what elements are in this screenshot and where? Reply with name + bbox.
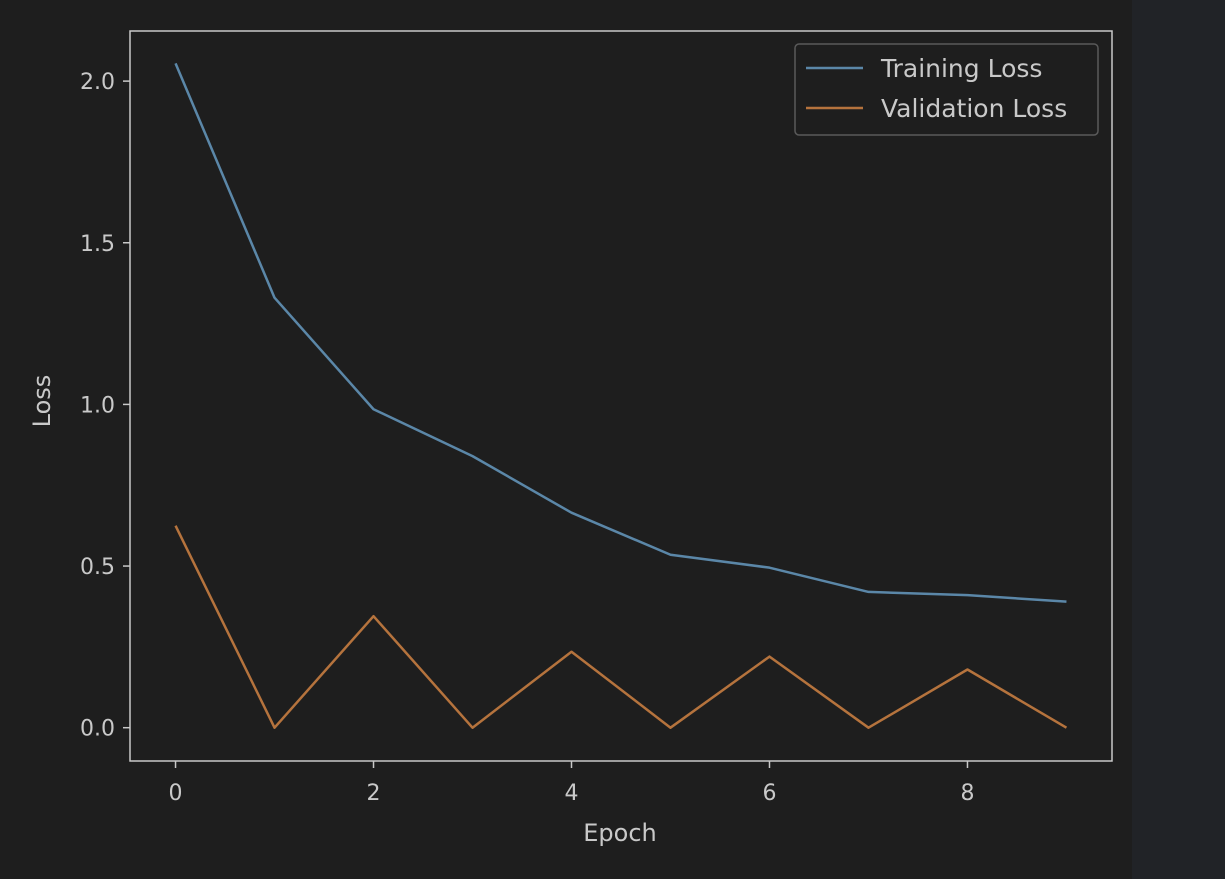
x-axis-ticks: 0 2 4 6 8 <box>169 761 974 806</box>
y-tick-label: 1.0 <box>80 393 115 418</box>
figure: 0 2 4 6 8 0.0 0.5 1.0 1.5 2.0 Epoch Loss Trainin… <box>28 30 1113 847</box>
x-tick-label: 6 <box>762 781 776 806</box>
x-tick-label: 4 <box>565 781 579 806</box>
y-tick-label: 2.0 <box>80 70 115 95</box>
legend-label-training-loss: Training Loss <box>880 54 1042 83</box>
y-tick-label: 1.5 <box>80 232 115 257</box>
plot-area-frame <box>129 30 1113 762</box>
x-tick-label: 2 <box>367 781 381 806</box>
x-tick-label: 8 <box>960 781 974 806</box>
chart: 0 2 4 6 8 0.0 0.5 1.0 1.5 2.0 Epoch Loss Trainin… <box>28 30 1113 847</box>
x-tick-label: 0 <box>169 781 183 806</box>
x-axis-title: Epoch <box>583 819 657 847</box>
series-line-training-loss <box>174 62 1067 603</box>
series-line-validation-loss <box>174 525 1068 729</box>
y-tick-label: 0.5 <box>80 555 115 580</box>
y-axis-title: Loss <box>28 375 56 428</box>
series-lines-group <box>174 62 1068 729</box>
y-axis-ticks: 0.0 0.5 1.0 1.5 2.0 <box>80 70 130 742</box>
legend-frame <box>794 43 1099 136</box>
legend: Training Loss Validation Loss <box>794 43 1099 136</box>
legend-label-validation-loss: Validation Loss <box>881 94 1067 123</box>
y-tick-label: 0.0 <box>80 717 115 742</box>
